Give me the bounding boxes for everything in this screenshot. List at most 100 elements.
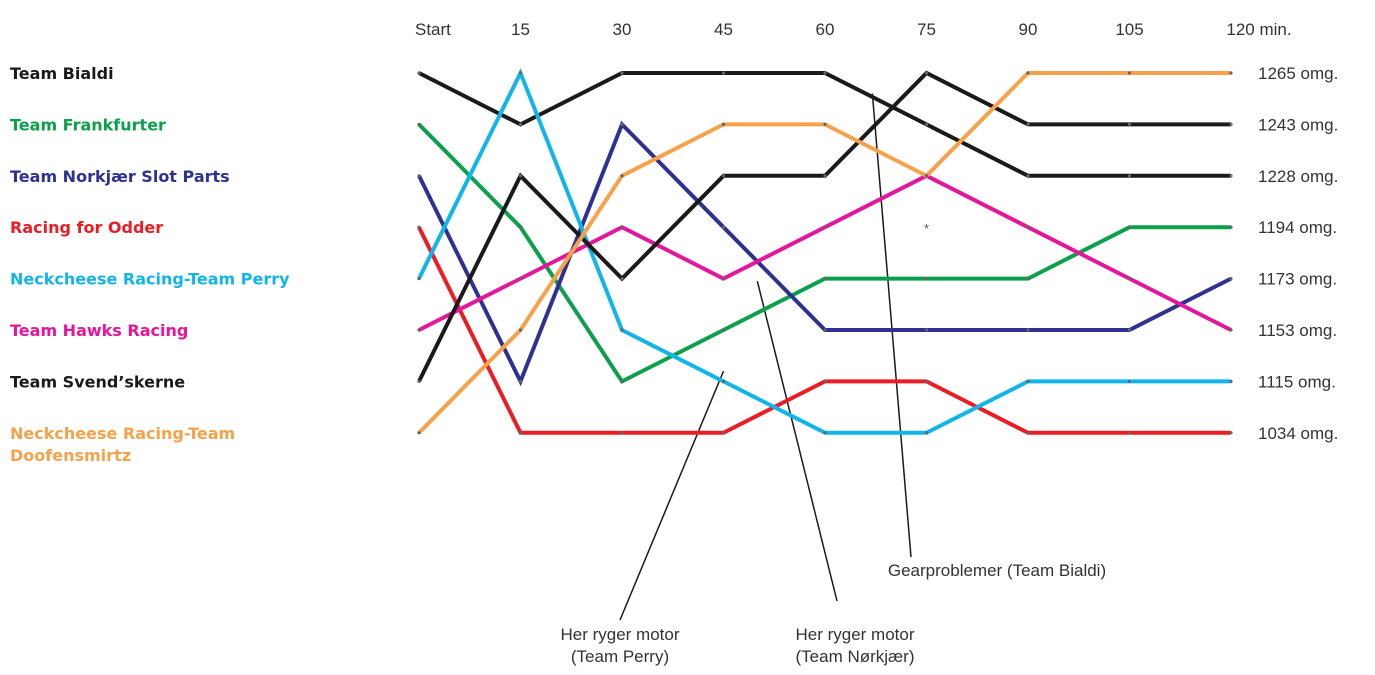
annotation-label: Gearproblemer (Team Bialdi) <box>888 561 1106 580</box>
total-label: 1228 omg. <box>1258 167 1338 186</box>
data-point <box>721 431 726 435</box>
team-label-team-svend-skerne: Team Svend’skerne <box>10 372 185 391</box>
data-point <box>823 122 827 126</box>
data-point <box>417 328 421 332</box>
data-point <box>1026 328 1030 332</box>
data-point <box>620 328 624 332</box>
annotation-label: Her ryger motor (Team Nørkjær) <box>795 625 914 666</box>
data-point <box>518 71 523 75</box>
series-line-team-frankfurter <box>417 122 1231 384</box>
data-point <box>1229 174 1233 178</box>
data-point <box>620 379 624 383</box>
data-point <box>1026 174 1030 178</box>
data-point <box>1229 225 1233 229</box>
data-point <box>721 277 726 281</box>
team-label-racing-for-odder: Racing for Odder <box>10 218 163 237</box>
series-line-team-norkj-r-slot-parts <box>417 120 1232 387</box>
annotation-leader-line <box>871 93 912 558</box>
x-tick-120-min: 120 min. <box>1226 20 1291 39</box>
data-point <box>417 225 421 229</box>
data-point <box>924 431 929 435</box>
data-point <box>924 174 929 178</box>
annotation-leader-lines <box>619 93 912 621</box>
series-line-neckcheese-racing-team-perry <box>417 68 1231 435</box>
data-point <box>924 71 929 75</box>
annotation-leader-line <box>619 370 725 621</box>
data-point <box>1026 277 1030 281</box>
x-tick-30: 30 <box>613 20 632 39</box>
data-point <box>721 71 726 75</box>
data-point <box>620 174 624 178</box>
data-point <box>1026 379 1030 383</box>
data-point <box>620 225 624 229</box>
total-label: 1115 omg. <box>1258 372 1336 391</box>
data-point <box>620 431 624 435</box>
data-point <box>1229 122 1233 126</box>
data-point <box>417 379 421 383</box>
team-label-neckcheese-racing-team-doofensmirtz: Neckcheese Racing-Team Doofensmirtz <box>10 424 235 465</box>
data-point <box>823 431 827 435</box>
x-tick-60: 60 <box>816 20 835 39</box>
data-point <box>1127 174 1132 178</box>
total-label: 1243 omg. <box>1258 115 1338 134</box>
data-point <box>1127 379 1132 383</box>
x-tick-start: Start <box>415 20 451 39</box>
data-point <box>1229 71 1233 75</box>
data-point <box>620 122 624 126</box>
data-point <box>823 174 827 178</box>
data-point <box>518 122 523 126</box>
total-label: 1173 omg. <box>1258 270 1337 289</box>
data-point <box>620 277 624 281</box>
x-tick-75: 75 <box>917 20 936 39</box>
data-point <box>518 431 523 435</box>
data-point <box>1127 122 1132 126</box>
data-point <box>823 71 827 75</box>
data-point <box>1229 328 1233 332</box>
data-point <box>823 328 827 332</box>
team-label-team-hawks-racing: Team Hawks Racing <box>10 321 188 340</box>
data-point <box>721 225 726 229</box>
data-point <box>417 71 421 75</box>
data-point <box>620 71 624 75</box>
stray-asterisk: * <box>924 221 929 236</box>
data-point <box>417 431 421 435</box>
data-point <box>417 174 421 178</box>
total-label: 1153 omg. <box>1258 321 1337 340</box>
data-point <box>721 328 726 332</box>
data-point <box>721 379 726 383</box>
data-point <box>1127 328 1132 332</box>
annotation-label: Her ryger motor (Team Perry) <box>560 625 679 666</box>
x-tick-105: 105 <box>1115 20 1143 39</box>
data-point <box>1229 431 1233 435</box>
data-point <box>518 277 523 281</box>
data-point <box>417 122 421 126</box>
total-label: 1034 omg. <box>1258 424 1338 443</box>
legend-team-labels: Team Bialdi Team Frankfurter Team Norkjær … <box>10 64 290 465</box>
data-point <box>924 122 929 126</box>
x-tick-45: 45 <box>714 20 733 39</box>
total-label: 1194 omg. <box>1258 218 1337 237</box>
annotation-leader-line <box>756 280 838 602</box>
team-label-team-norkj-r-slot-parts: Team Norkjær Slot Parts <box>10 167 230 186</box>
data-point <box>518 174 523 178</box>
data-point <box>1229 277 1233 281</box>
data-point <box>518 225 523 229</box>
data-point <box>1127 277 1132 281</box>
series-lines <box>417 68 1232 435</box>
data-point <box>823 277 827 281</box>
data-point <box>1026 225 1030 229</box>
data-point <box>1026 431 1030 435</box>
final-total-labels: 1265 omg. 1243 omg. 1228 omg. 1194 omg. 1173… <box>1258 64 1338 443</box>
team-label-neckcheese-racing-team-perry: Neckcheese Racing-Team Perry <box>10 270 290 289</box>
data-point <box>924 277 929 281</box>
data-point <box>417 277 421 281</box>
data-point <box>721 122 726 126</box>
data-point <box>1026 122 1030 126</box>
x-tick-15: 15 <box>511 20 530 39</box>
team-label-team-frankfurter: Team Frankfurter <box>10 115 166 134</box>
x-tick-90: 90 <box>1019 20 1038 39</box>
data-point <box>1127 71 1132 75</box>
data-point <box>924 328 929 332</box>
annotation-labels: Her ryger motor (Team Perry) Her ryger mot… <box>560 561 1106 666</box>
